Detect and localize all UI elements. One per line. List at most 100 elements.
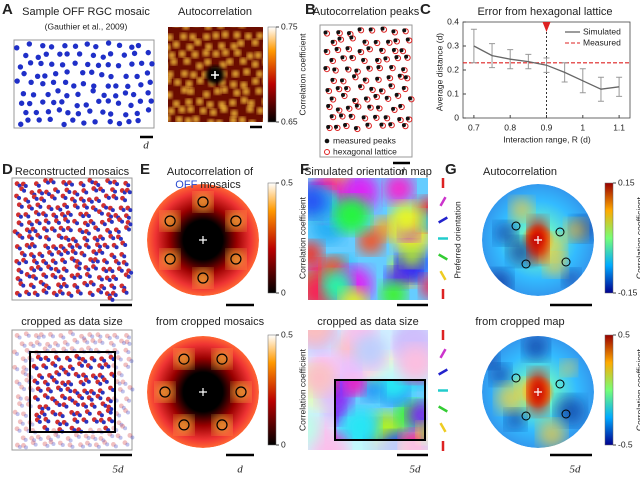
legend-label: Simulated [583,26,621,36]
cell [23,413,28,418]
cell [43,213,48,218]
colorbar-tick-label: -0.5 [618,439,633,449]
cross [199,236,207,244]
domain [357,228,384,255]
scale-label: 5d [113,464,125,476]
peak [323,49,328,54]
cell [65,204,70,209]
domain [390,202,423,235]
cell [49,266,54,271]
cell [99,72,105,78]
cell [53,363,58,368]
peak [349,35,354,40]
cell [126,335,131,340]
cell [84,41,90,47]
peak [332,67,337,72]
peak [323,66,328,71]
peak [182,27,190,30]
peak [335,107,340,112]
cell [22,387,27,392]
cell [66,237,71,242]
cell [89,69,95,75]
peak [249,119,256,122]
peak [334,47,339,52]
peak [230,215,242,227]
peak [230,81,237,88]
panel-letter: A [2,1,13,18]
cell [32,244,37,249]
peak [330,77,335,82]
cell [40,42,46,49]
cell [45,443,50,448]
cell [84,190,89,195]
cell [19,222,24,227]
cell [56,269,61,274]
domain [384,178,414,204]
cell [88,365,93,370]
peak-glow [226,212,245,230]
crop [334,379,426,441]
peak [180,33,187,40]
cell [18,396,23,401]
cell [18,214,23,219]
cell [45,382,50,387]
cell [34,73,41,79]
colorbar [267,182,277,294]
cell [14,45,20,51]
cell [123,381,128,386]
blob [537,419,566,448]
peak-glow [194,193,212,211]
peak [339,78,344,83]
cell [128,208,133,213]
cell [36,117,42,123]
cell [123,362,129,368]
peak [358,84,363,89]
cell [69,346,75,351]
cross [534,236,542,244]
cell [44,228,49,233]
cell [79,333,84,339]
peak [333,124,338,129]
cell [111,343,116,348]
marker-arrow [542,22,551,32]
cell [31,285,36,290]
cell [127,398,132,403]
cell [90,334,95,339]
peak [401,67,406,72]
cell [127,190,132,195]
cell [116,42,123,49]
x-tick-label: 0.9 [541,122,553,132]
cell [77,413,82,418]
peak [186,43,194,51]
cell [19,341,25,347]
domain [400,245,423,268]
cell [67,442,73,448]
cell [93,43,99,50]
cell [97,338,103,344]
colorbar-label: Correlation coefficient [297,33,307,116]
peak [384,95,389,100]
cell [38,204,43,209]
cell [113,444,118,449]
peak [164,253,176,265]
cell [98,436,104,441]
colorbar-tick-label: 0.5 [618,329,630,339]
peak [346,31,351,36]
cell [17,293,22,298]
cell [20,403,25,408]
cell [35,293,40,298]
peak [212,50,220,58]
blob [543,253,567,277]
cell [53,432,59,437]
cell [104,260,109,265]
cell [48,389,53,394]
cell [48,437,53,442]
cell [105,442,110,447]
cell [100,109,106,115]
peak [378,88,383,93]
cell [54,214,59,219]
cell [116,420,122,426]
cross [534,388,542,396]
peak [178,50,186,58]
